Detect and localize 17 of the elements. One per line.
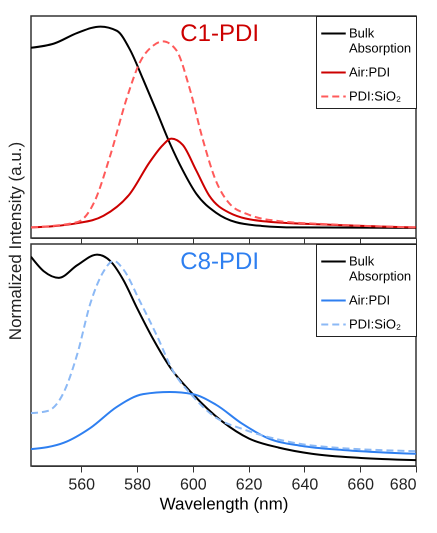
- x-tick-label: 640: [292, 476, 318, 494]
- legend-label: PDI:SiO₂: [349, 88, 401, 104]
- chart-title: C1-PDI: [180, 20, 259, 47]
- x-tick-label: 680: [390, 476, 417, 494]
- legend-label: Bulk Absorption: [349, 26, 412, 56]
- y-axis-title: Normalized Intensity (a.u.): [6, 142, 25, 340]
- legend-label: Air:PDI: [349, 64, 390, 80]
- x-tick-label: 560: [68, 476, 96, 494]
- legend-label: PDI:SiO₂: [349, 316, 401, 332]
- legend-label: Air:PDI: [349, 292, 390, 308]
- x-axis-title: Wavelength (nm): [160, 494, 288, 514]
- x-tick-label: 660: [347, 476, 374, 494]
- legend-label: Bulk Absorption: [349, 254, 412, 284]
- x-tick-label: 600: [180, 476, 207, 494]
- x-tick-label: 580: [124, 476, 151, 494]
- x-tick-label: 620: [236, 476, 263, 494]
- chart-title: C8-PDI: [180, 248, 259, 275]
